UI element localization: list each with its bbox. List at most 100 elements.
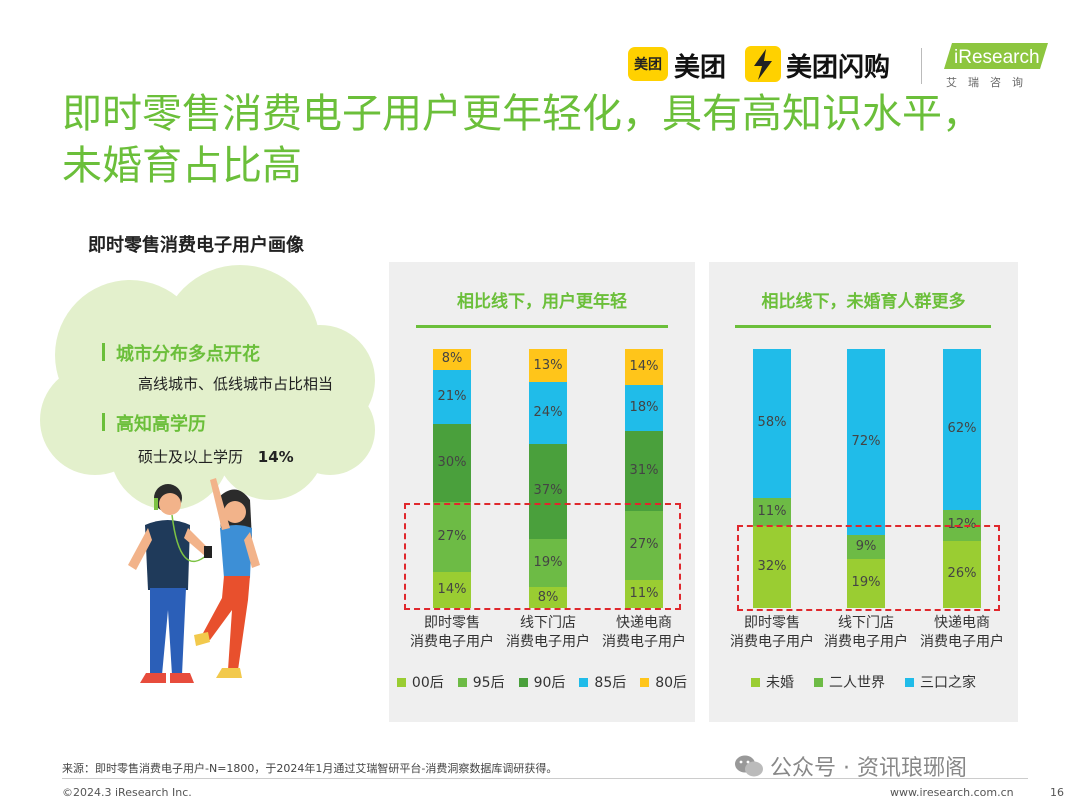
chart-legend: 未婚 二人世界 三口之家 (709, 672, 1018, 692)
bar-segment (625, 349, 663, 385)
legend-item: 80后 (640, 672, 687, 692)
logo-divider (921, 48, 922, 84)
bar-segment (529, 587, 567, 608)
legend-label: 90后 (533, 675, 566, 691)
education-label: 硕士及以上学历 (138, 448, 244, 466)
bar-value-label: 24% (533, 405, 563, 421)
legend-item: 二人世界 (814, 672, 885, 692)
bar-segment (433, 349, 471, 370)
bar-segment (433, 501, 471, 572)
legend-item: 未婚 (751, 672, 794, 692)
bullet-marker (102, 413, 105, 431)
bar-value-label: 11% (629, 585, 659, 601)
bar-value-label: 19% (851, 575, 881, 591)
education-value: 14% (257, 448, 294, 466)
bar-segment (943, 540, 981, 608)
bar-value-label: 30% (437, 454, 467, 470)
legend-label: 未婚 (766, 675, 794, 691)
bullet-text-education: 硕士及以上学历 14% (138, 446, 294, 467)
bar-segment (753, 349, 791, 498)
bar-value-label: 18% (629, 399, 659, 415)
bar-segment (529, 382, 567, 444)
bar-segment (625, 510, 663, 580)
bar-segment (943, 349, 981, 510)
bar-value-label: 58% (757, 415, 787, 431)
category-label: 快递电商 消费电子用户 (920, 615, 1004, 650)
page-title: 即时零售消费电子用户更年轻化，具有高知识水平， 未婚育占比高 (62, 88, 982, 192)
bar-segment (433, 424, 471, 502)
bar-value-label: 12% (947, 517, 977, 533)
bar-value-label: 9% (855, 539, 877, 555)
page-number: 16 (1050, 786, 1064, 799)
bar-segment (625, 384, 663, 432)
bar-value-label: 8% (537, 589, 559, 605)
bar-segment (433, 369, 471, 425)
legend-item: 85后 (579, 672, 626, 692)
bullet-title-education: 高知高学历 (116, 414, 206, 435)
legend-swatch (457, 677, 467, 687)
footer-divider (62, 778, 1028, 779)
bar-segment (625, 431, 663, 511)
meituan-shangou-logo-text: 美团闪购 (786, 53, 891, 83)
young-people-illustration (128, 478, 260, 683)
bar-value-label: 32% (757, 558, 787, 574)
stacked-bar-chart-age: 14% 27% 30% 21% 8% 即时零售 消费电子用户 8% 19% 37% 24% 13% 线… (389, 262, 695, 722)
bar-value-label: 13% (533, 357, 563, 373)
wechat-icon (735, 755, 763, 777)
copyright-text: ©2024.3 iResearch Inc. (62, 786, 192, 799)
bar-value-label: 37% (533, 483, 563, 499)
legend-swatch (905, 677, 914, 687)
chart-legend: 00后 95后 90后 85后 80后 (389, 672, 695, 692)
bar-segment (625, 579, 663, 608)
bullet-title-city: 城市分布多点开花 (116, 344, 260, 365)
bar-value-label: 27% (629, 537, 659, 553)
iresearch-logo-text: iResearch (954, 47, 1040, 68)
bar-value-label: 14% (629, 358, 659, 374)
category-label: 即时零售 消费电子用户 (410, 615, 494, 650)
watermark-text: 公众号 · 资讯琅琊阁 (770, 756, 967, 781)
legend-swatch (640, 677, 650, 687)
bar-segment (529, 349, 567, 383)
bar-value-label: 21% (437, 388, 467, 404)
bullet-marker (102, 343, 105, 361)
bar-value-label: 62% (947, 421, 977, 437)
bar-segment (753, 525, 791, 608)
lightning-bolt-icon (745, 46, 781, 82)
bar-value-label: 19% (533, 555, 563, 571)
bar-value-label: 31% (629, 462, 659, 478)
legend-label: 85后 (594, 675, 627, 691)
chart-title-age: 相比线下，用户更年轻 (457, 292, 627, 312)
legend-label: 二人世界 (829, 675, 885, 691)
bar-segment (753, 497, 791, 526)
category-label: 即时零售 消费电子用户 (730, 615, 814, 650)
legend-swatch (396, 677, 406, 687)
bar-value-label: 26% (947, 566, 977, 582)
page-title-line1: 即时零售消费电子用户更年轻化，具有高知识水平， (62, 91, 982, 137)
legend-swatch (751, 677, 760, 687)
iresearch-subtitle: 艾瑞咨询 (946, 76, 1034, 89)
legend-item: 90后 (518, 672, 566, 692)
chart-title-marital: 相比线下，未婚育人群更多 (761, 292, 966, 312)
legend-label: 80后 (655, 675, 688, 691)
bar-segment (847, 349, 885, 536)
legend-item: 95后 (457, 672, 505, 692)
category-label: 线下门店 消费电子用户 (506, 615, 590, 650)
source-note: 来源：即时零售消费电子用户-N=1800，于2024年1月通过艾瑞智研平台-消费… (62, 762, 558, 775)
category-label: 快递电商 消费电子用户 (602, 615, 686, 650)
bar-value-label: 11% (757, 503, 787, 519)
legend-swatch (579, 677, 589, 687)
bar-value-label: 27% (437, 528, 467, 544)
legend-label: 00后 (411, 675, 444, 691)
watermark: 公众号 · 资讯琅琊阁 (734, 750, 967, 782)
legend-swatch (518, 677, 528, 687)
bar-segment (433, 571, 471, 608)
bar-segment (529, 538, 567, 588)
category-label: 线下门店 消费电子用户 (824, 615, 908, 650)
legend-label: 95后 (472, 675, 505, 691)
section-subtitle: 即时零售消费电子用户画像 (88, 235, 304, 256)
cloud-shape-icon (40, 265, 375, 510)
highlight-dashed-box (737, 525, 1000, 611)
bullet-text-city: 高线城市、低线城市占比相当 (138, 375, 334, 393)
legend-swatch (814, 677, 823, 687)
legend-item: 三口之家 (905, 672, 976, 692)
